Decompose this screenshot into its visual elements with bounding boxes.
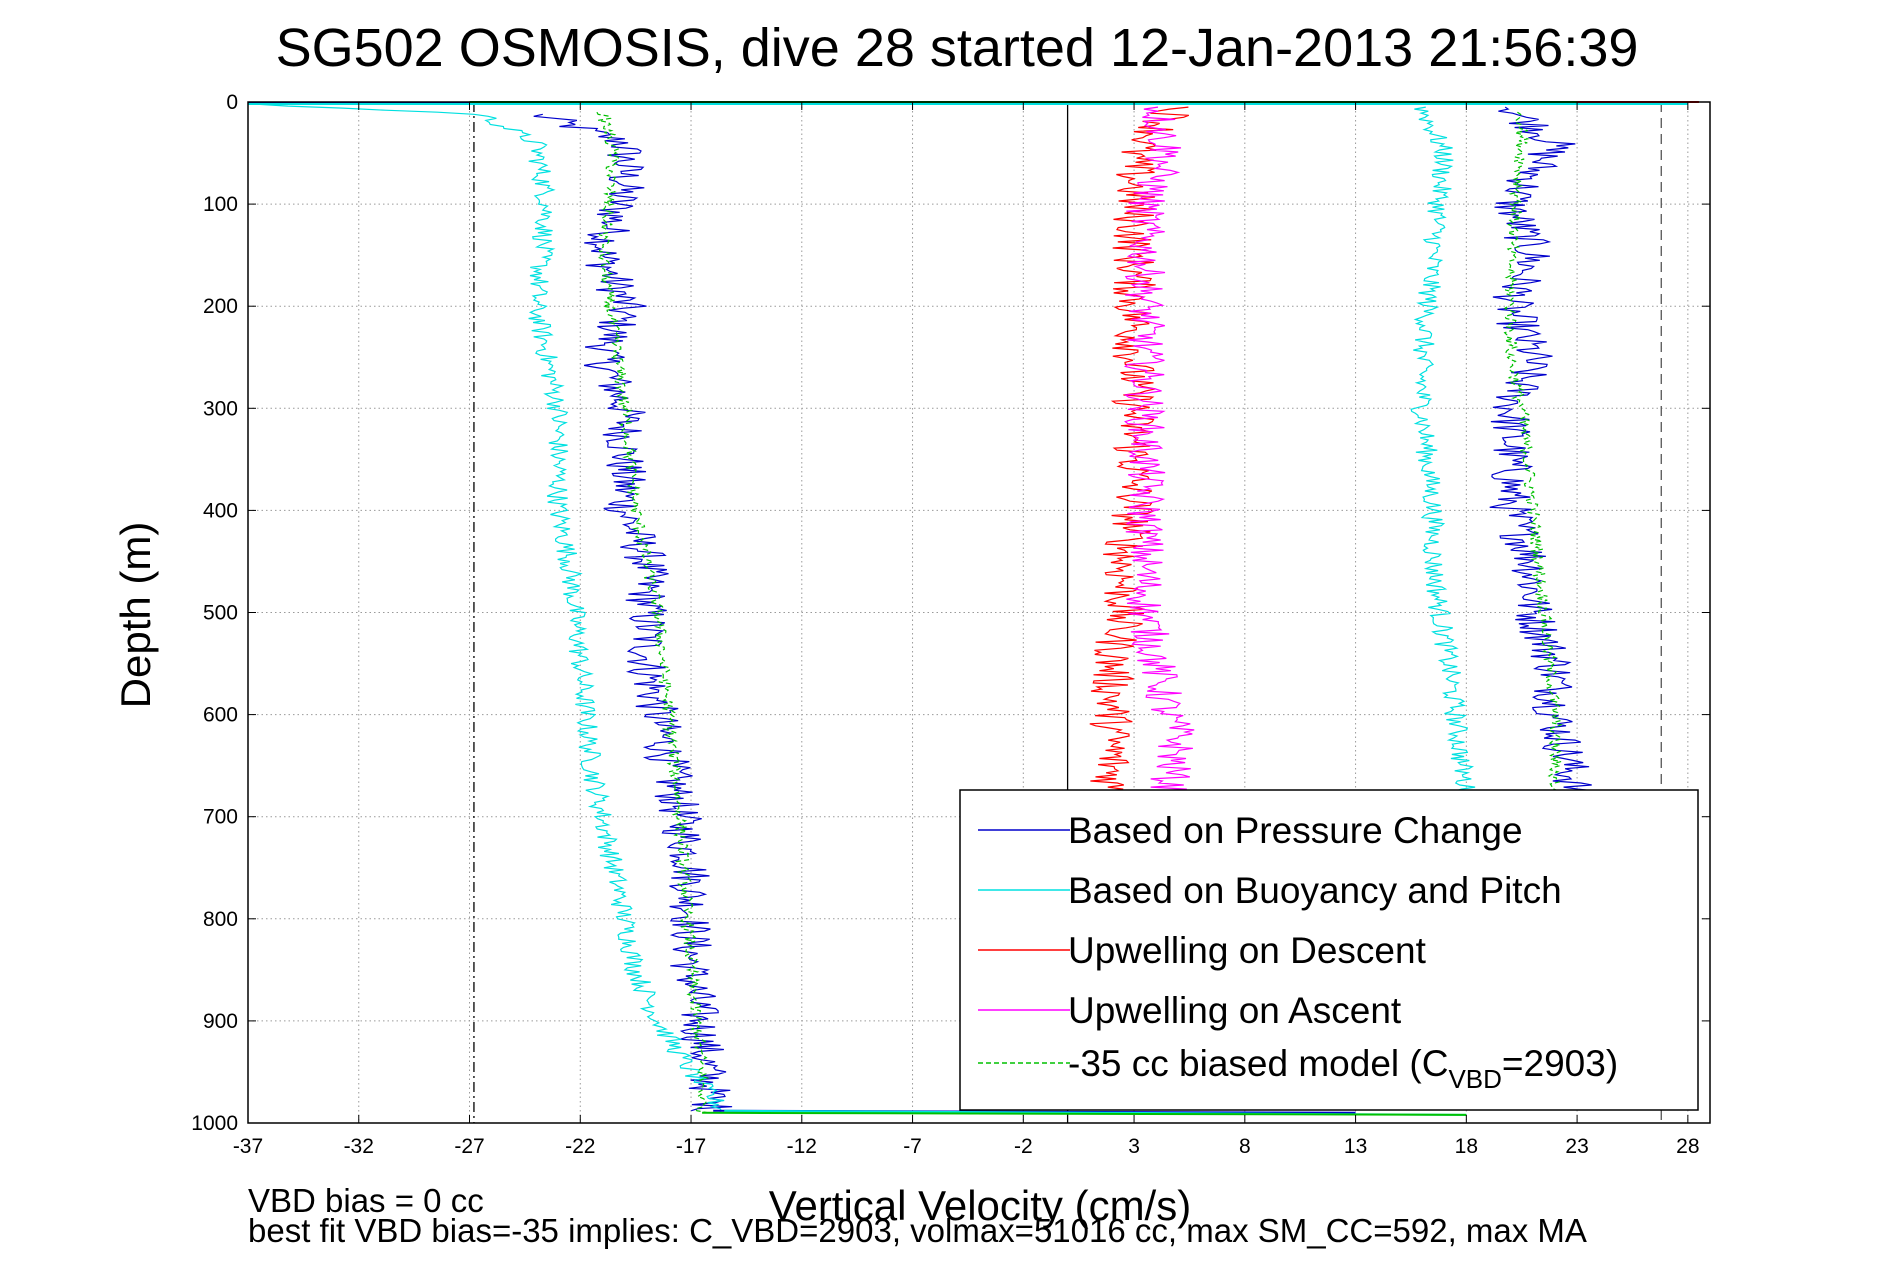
y-tick-label: 600 [203,704,238,727]
x-tick-label: -17 [676,1135,706,1158]
series-line-3 [1123,106,1195,796]
series-line-1 [253,103,725,1114]
footer-vbd-bias: VBD bias = 0 cc [248,1182,484,1219]
chart-title: SG502 OSMOSIS, dive 28 started 12-Jan-20… [276,18,1639,78]
x-tick-label: -2 [1014,1135,1033,1158]
series-line-4 [1503,111,1563,797]
x-tick-label: -27 [454,1135,484,1158]
y-tick-label: 300 [203,397,238,420]
y-tick-label: 1000 [191,1112,238,1135]
y-axis-ticks: 0 100 200 300 400 500 600 700 800 900 1000 [191,91,1710,1135]
surface-line [702,1111,1467,1116]
y-tick-label: 700 [203,806,238,829]
x-tick-label: 3 [1128,1135,1140,1158]
legend: Based on Pressure Change Based on Buoyanc… [959,789,1699,1111]
y-tick-label: 200 [203,295,238,318]
x-tick-label: -32 [344,1135,374,1158]
legend-label-2: Upwelling on Descent [1068,930,1427,971]
legend-label-3: Upwelling on Ascent [1068,990,1402,1031]
x-tick-label: 8 [1239,1135,1251,1158]
x-axis-label: Vertical Velocity (cm/s) [769,1182,1191,1229]
series-line-1 [1410,106,1476,796]
y-tick-label: 0 [226,91,238,114]
y-tick-label: 500 [203,602,238,625]
series-line-0 [1489,106,1597,796]
x-tick-label: 18 [1455,1135,1478,1158]
x-tick-label: 23 [1565,1135,1588,1158]
y-tick-label: 400 [203,499,238,522]
legend-label-1: Based on Buoyancy and Pitch [1068,870,1562,911]
x-tick-label: 13 [1344,1135,1367,1158]
footer-best-fit: best fit VBD bias=-35 implies: C_VBD=290… [248,1212,1587,1249]
series-line-4 [596,111,710,1114]
x-axis-ticks: -37 -32 -27 -22 -17 -12 -7 -2 3 8 13 18 23 28 [233,102,1700,1158]
legend-label-0: Based on Pressure Change [1068,810,1523,851]
x-tick-label: -7 [903,1135,922,1158]
legend-box [959,789,1699,1111]
series-line-0 [533,113,733,1112]
y-tick-label: 900 [203,1010,238,1033]
series-line-2 [1089,106,1190,796]
x-tick-label: -22 [565,1135,595,1158]
x-tick-label: -37 [233,1135,263,1158]
y-tick-label: 100 [203,193,238,216]
y-tick-label: 800 [203,908,238,931]
x-tick-label: 28 [1676,1135,1699,1158]
x-tick-label: -12 [787,1135,817,1158]
y-axis-label: Depth (m) [112,522,159,709]
